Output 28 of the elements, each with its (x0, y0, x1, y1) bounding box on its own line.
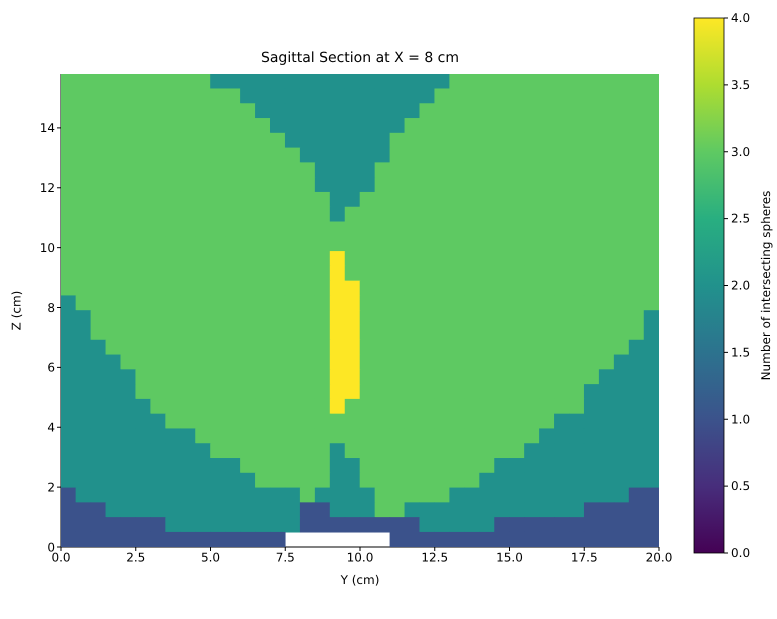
color-bar-label: 2.5 (731, 212, 750, 226)
y-tick-label: 4 (47, 420, 55, 435)
x-tick-label: 12.5 (421, 550, 448, 565)
y-tick-label: 12 (40, 181, 55, 196)
y-tick-label: 10 (40, 240, 55, 255)
x-tick-label: 2.5 (126, 550, 146, 565)
color-bar-label: 1.0 (731, 412, 750, 426)
x-axis-title: Y (cm) (340, 573, 380, 587)
x-tick-label: 17.5 (570, 550, 598, 565)
y-tick-label: 14 (40, 121, 55, 136)
x-tick-label: 10.0 (346, 550, 374, 565)
x-tick-label: 7.5 (276, 550, 295, 565)
y-axis-title: Z (cm) (9, 290, 24, 330)
color-bar-title: Number of intersecting spheres (759, 190, 773, 380)
y-tick-label: 8 (47, 300, 55, 315)
y-tick-label: 6 (47, 360, 55, 375)
x-tick-label: 0.0 (51, 550, 71, 565)
x-tick-label: 20.0 (646, 550, 672, 565)
y-tick-label: 2 (47, 480, 55, 494)
color-bar-label: 4.0 (731, 11, 750, 25)
x-tick-label: 5.0 (200, 550, 220, 565)
color-bar-label: 0.5 (731, 479, 750, 494)
color-bar-label: 2.0 (731, 278, 750, 292)
color-bar-label: 3.0 (731, 144, 750, 159)
x-tick-label: 15.0 (496, 550, 523, 565)
chart-title: Sagittal Section at X = 8 cm (260, 50, 460, 66)
color-bar-label: 3.5 (731, 78, 750, 92)
color-bar-label: 1.5 (731, 345, 750, 360)
